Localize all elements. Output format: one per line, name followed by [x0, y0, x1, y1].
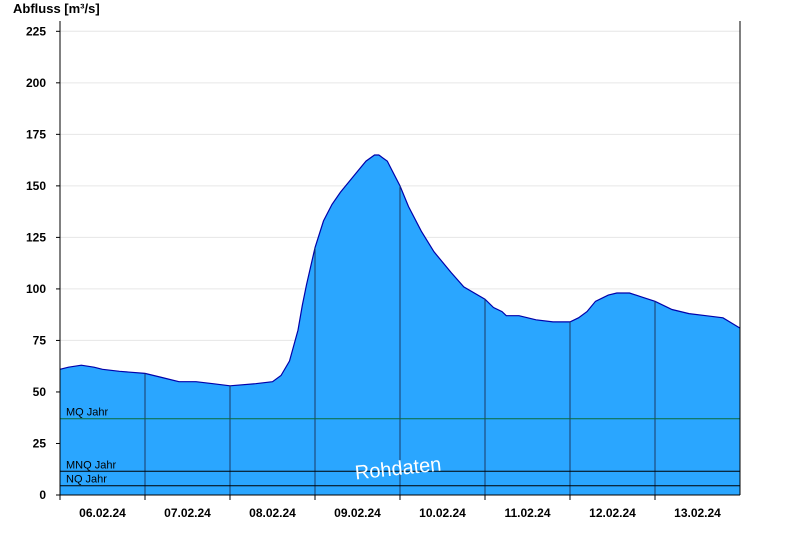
x-tick-label: 10.02.24 — [419, 506, 466, 520]
y-ticks: 0 25 50 75 100 125 150 175 200 225 — [26, 24, 60, 502]
reference-line-label: MNQ Jahr — [66, 459, 116, 471]
y-tick-label: 200 — [26, 76, 46, 90]
y-tick-label: 150 — [26, 179, 46, 193]
y-axis-label: Abfluss [m³/s] — [13, 1, 100, 16]
y-tick-label: 75 — [33, 333, 47, 347]
x-tick-label: 08.02.24 — [249, 506, 296, 520]
y-tick-label: 50 — [33, 385, 47, 399]
y-tick-label: 25 — [33, 436, 47, 450]
x-tick-label: 09.02.24 — [334, 506, 381, 520]
reference-line-label: NQ Jahr — [66, 474, 107, 486]
x-tick-label: 11.02.24 — [504, 506, 550, 520]
y-tick-label: 225 — [26, 24, 46, 38]
x-tick-label: 13.02.24 — [674, 506, 721, 520]
y-tick-label: 125 — [26, 230, 46, 244]
x-tick-label: 07.02.24 — [164, 506, 211, 520]
reference-line-label: MQ Jahr — [66, 407, 109, 419]
x-tick-label: 06.02.24 — [79, 506, 126, 520]
x-ticks: 06.02.24 07.02.24 08.02.24 09.02.24 10.02.24… — [59, 495, 721, 520]
discharge-line — [59, 154, 741, 387]
reference-lines: MQ Jahr MNQ Jahr NQ Jahr — [60, 407, 740, 487]
y-tick-label: 0 — [39, 488, 46, 502]
day-boundary-lines — [144, 185, 656, 495]
y-tick-label: 100 — [26, 282, 46, 296]
y-tick-label: 175 — [26, 127, 46, 141]
x-tick-label: 12.02.24 — [589, 506, 636, 520]
